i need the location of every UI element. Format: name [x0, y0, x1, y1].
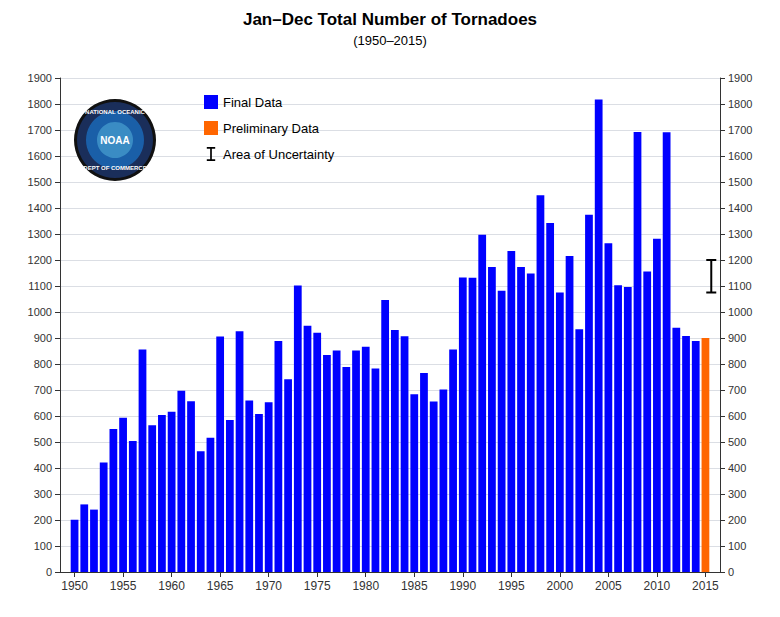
- svg-text:0: 0: [46, 566, 52, 578]
- svg-text:NOAA: NOAA: [100, 135, 129, 146]
- svg-text:1100: 1100: [28, 280, 52, 292]
- svg-text:DEPT OF COMMERCE: DEPT OF COMMERCE: [83, 165, 146, 171]
- svg-text:2005: 2005: [595, 579, 622, 593]
- svg-text:Jan–Dec Total Number of Tornad: Jan–Dec Total Number of Tornadoes: [243, 10, 537, 29]
- svg-text:1600: 1600: [728, 150, 752, 162]
- svg-text:200: 200: [34, 514, 52, 526]
- svg-text:(1950–2015): (1950–2015): [353, 33, 427, 48]
- svg-text:1300: 1300: [28, 228, 52, 240]
- svg-text:1500: 1500: [728, 176, 752, 188]
- svg-text:1955: 1955: [110, 579, 137, 593]
- svg-text:1900: 1900: [28, 72, 52, 84]
- svg-text:1965: 1965: [207, 579, 234, 593]
- svg-text:600: 600: [728, 410, 746, 422]
- svg-text:1600: 1600: [28, 150, 52, 162]
- svg-text:100: 100: [728, 540, 746, 552]
- svg-text:Final Data: Final Data: [223, 95, 283, 110]
- svg-text:1995: 1995: [498, 579, 525, 593]
- svg-text:500: 500: [34, 436, 52, 448]
- svg-text:1200: 1200: [28, 254, 52, 266]
- svg-text:800: 800: [34, 358, 52, 370]
- svg-text:1975: 1975: [304, 579, 331, 593]
- svg-text:100: 100: [34, 540, 52, 552]
- svg-text:2000: 2000: [547, 579, 574, 593]
- svg-text:600: 600: [34, 410, 52, 422]
- svg-text:1985: 1985: [401, 579, 428, 593]
- svg-text:1400: 1400: [728, 202, 752, 214]
- svg-text:1000: 1000: [728, 306, 752, 318]
- svg-text:1800: 1800: [28, 98, 52, 110]
- svg-text:1100: 1100: [728, 280, 752, 292]
- svg-text:1980: 1980: [352, 579, 379, 593]
- svg-text:400: 400: [34, 462, 52, 474]
- svg-text:1900: 1900: [728, 72, 752, 84]
- svg-text:1970: 1970: [255, 579, 282, 593]
- svg-text:Preliminary Data: Preliminary Data: [223, 121, 320, 136]
- svg-text:1960: 1960: [158, 579, 185, 593]
- svg-text:0: 0: [728, 566, 734, 578]
- svg-text:Area of Uncertainty: Area of Uncertainty: [223, 147, 335, 162]
- svg-text:1990: 1990: [449, 579, 476, 593]
- svg-text:1200: 1200: [728, 254, 752, 266]
- svg-text:1700: 1700: [28, 124, 52, 136]
- svg-text:1950: 1950: [61, 579, 88, 593]
- svg-text:400: 400: [728, 462, 746, 474]
- svg-text:2015: 2015: [692, 579, 719, 593]
- svg-text:NATIONAL OCEANIC: NATIONAL OCEANIC: [85, 109, 145, 115]
- svg-text:700: 700: [34, 384, 52, 396]
- svg-text:1400: 1400: [28, 202, 52, 214]
- svg-text:1500: 1500: [28, 176, 52, 188]
- svg-text:300: 300: [728, 488, 746, 500]
- svg-text:200: 200: [728, 514, 746, 526]
- svg-text:300: 300: [34, 488, 52, 500]
- svg-text:1000: 1000: [28, 306, 52, 318]
- svg-text:900: 900: [34, 332, 52, 344]
- svg-text:500: 500: [728, 436, 746, 448]
- svg-text:1300: 1300: [728, 228, 752, 240]
- svg-text:1800: 1800: [728, 98, 752, 110]
- svg-text:700: 700: [728, 384, 746, 396]
- svg-text:1700: 1700: [728, 124, 752, 136]
- svg-text:900: 900: [728, 332, 746, 344]
- svg-text:800: 800: [728, 358, 746, 370]
- svg-text:2010: 2010: [644, 579, 671, 593]
